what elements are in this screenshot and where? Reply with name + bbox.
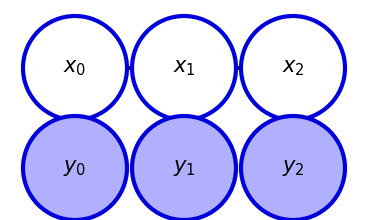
Circle shape (132, 16, 236, 120)
Text: $y_0$: $y_0$ (63, 158, 86, 178)
Circle shape (241, 116, 345, 220)
Circle shape (23, 16, 127, 120)
Text: $y_2$: $y_2$ (282, 158, 304, 178)
Text: $x_0$: $x_0$ (63, 58, 86, 78)
Text: $x_1$: $x_1$ (173, 58, 195, 78)
Text: $y_1$: $y_1$ (173, 158, 195, 178)
Circle shape (23, 116, 127, 220)
Circle shape (241, 16, 345, 120)
Circle shape (132, 116, 236, 220)
Text: $x_2$: $x_2$ (282, 58, 304, 78)
